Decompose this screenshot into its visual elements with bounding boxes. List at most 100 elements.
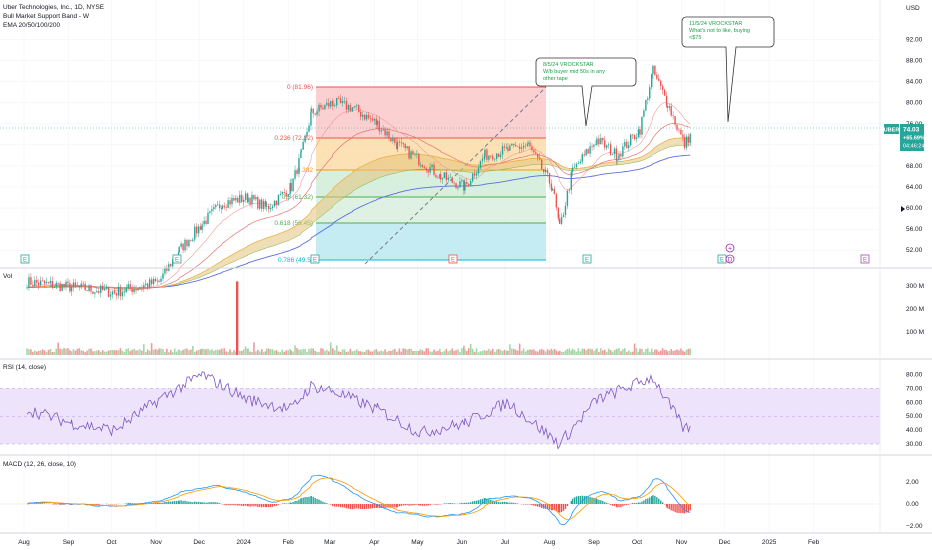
macd-pane[interactable]: −2.00 0.00 2.00 MACD (12, 26, close, 10)	[0, 461, 923, 530]
volume-bar	[143, 344, 145, 355]
macd-axis-tick: 2.00	[906, 479, 919, 486]
volume-bar	[589, 348, 591, 355]
volume-bar	[520, 350, 523, 355]
price-pane[interactable]: 52.0056.0060.0064.0068.0072.0076.0080.00…	[0, 0, 925, 533]
macd-histogram-bar	[674, 504, 676, 513]
candle-body	[76, 285, 79, 287]
rsi-pane[interactable]: 30.00 40.00 50.00 60.00 70.00 80.00 RSI (14, …	[0, 364, 923, 450]
volume-bar	[394, 348, 396, 355]
volume-bar	[199, 349, 202, 355]
earnings-marker-5[interactable]	[582, 254, 592, 264]
earnings-marker-1[interactable]	[20, 254, 30, 264]
volume-bar	[43, 350, 46, 355]
volume-bar	[457, 349, 459, 355]
fib-trend-line[interactable]	[364, 86, 547, 265]
macd-histogram-bar	[218, 503, 221, 504]
time-axis[interactable]: Aug Sep Oct Nov Dec 2024 Feb Mar Apr May Jun Jul Aug…	[18, 539, 819, 546]
volume-bar	[129, 351, 131, 355]
volume-bar	[540, 348, 543, 355]
annotation-11-5-24[interactable]: 11/5/24 VROCKSTAR What's not to like, bu…	[681, 16, 775, 123]
scroll-right-icon[interactable]	[901, 206, 905, 212]
candle-body	[36, 280, 38, 283]
volume-bar	[439, 348, 441, 355]
candle-body	[359, 111, 362, 117]
volume-bar	[156, 349, 159, 355]
volume-bar	[144, 351, 147, 355]
volume-bar	[396, 351, 399, 355]
volume-bar	[585, 350, 587, 355]
volume-bar	[168, 352, 170, 355]
candle-body	[217, 204, 219, 206]
candle-body	[575, 163, 578, 168]
time-axis-tick: Nov	[150, 539, 162, 546]
candle-body	[535, 152, 537, 154]
macd-histogram-bar	[429, 504, 431, 506]
price-badge[interactable]: UBER 74.03 +65.69% 04:46:24	[884, 124, 925, 151]
volume-bar	[535, 351, 537, 355]
volume-bar	[61, 349, 63, 355]
dividend-marker[interactable]	[725, 254, 735, 264]
volume-bar	[45, 352, 48, 355]
candle-body	[117, 286, 120, 296]
fib-label-0: 0 (81.96)	[287, 84, 313, 91]
volume-bar	[637, 351, 640, 355]
indicator-ema[interactable]: EMA 20/50/100/200	[3, 22, 60, 29]
candle-body	[635, 137, 638, 140]
volume-bar	[121, 350, 124, 355]
volume-bar	[316, 351, 318, 355]
candle-body	[631, 134, 634, 136]
volume-bar	[213, 350, 215, 355]
volume-bar	[262, 352, 265, 355]
earnings-marker-2[interactable]	[172, 254, 182, 264]
macd-histogram-bar	[658, 498, 660, 504]
fib-retracement[interactable]: 0 (81.96) 0.236 (72.22) 0.382 0.5 (61.32…	[274, 84, 547, 265]
candle-body	[308, 125, 310, 132]
candle-body	[72, 282, 75, 287]
volume-bar	[499, 349, 502, 355]
currency-label[interactable]: USD	[906, 5, 920, 12]
macd-histogram-bar	[433, 504, 435, 505]
candle-body	[94, 292, 96, 294]
volume-grid: 100 M 200 M 300 M	[906, 283, 924, 336]
event-markers[interactable]: E E E E E E D E +	[20, 243, 870, 264]
earnings-marker-7[interactable]	[860, 254, 870, 264]
volume-bar	[408, 348, 410, 355]
candle-body	[47, 282, 50, 283]
volume-bar	[512, 348, 515, 355]
macd-histogram-bar	[345, 504, 348, 509]
volume-bar	[193, 351, 196, 355]
macd-histogram-bar	[262, 504, 265, 507]
candle-body	[629, 134, 632, 146]
volume-bar	[418, 351, 420, 355]
volume-bar	[571, 348, 574, 355]
earnings-marker-3[interactable]	[310, 254, 320, 264]
earnings-marker-4[interactable]	[448, 254, 458, 264]
macd-histogram-bar	[53, 504, 55, 505]
time-axis-tick: Sep	[63, 539, 75, 546]
candle-body	[495, 153, 498, 159]
macd-histogram-bar	[471, 501, 474, 504]
dividend-marker-label: D	[728, 258, 733, 264]
candle-body	[641, 116, 643, 135]
volume-bar	[94, 351, 96, 355]
volume-bar	[447, 351, 450, 355]
macd-histogram-bar	[539, 504, 541, 508]
macd-histogram-bar	[583, 495, 585, 504]
volume-bar	[117, 350, 120, 355]
volume-bar	[127, 348, 130, 355]
candle-body	[607, 144, 610, 146]
volume-bar	[59, 348, 61, 355]
annotation-8-5-24[interactable]: 8/5/24 VROCKSTAR W/b buyer mid 50s in an…	[535, 57, 637, 127]
volume-pane[interactable]: Vol 100 M 200 M 300 M	[3, 273, 924, 355]
candle-body	[672, 115, 674, 117]
candle-body	[503, 146, 506, 148]
candle-body	[683, 137, 686, 148]
candle-body	[84, 283, 86, 291]
indicator-bull-band[interactable]: Bull Market Support Band - W	[3, 13, 90, 20]
macd-histogram-bar	[451, 503, 453, 504]
volume-bar	[491, 348, 494, 355]
volume-bar	[371, 351, 374, 355]
add-event-icon[interactable]	[725, 243, 735, 253]
macd-histogram-bar	[334, 504, 336, 507]
macd-histogram-bar	[298, 499, 300, 504]
